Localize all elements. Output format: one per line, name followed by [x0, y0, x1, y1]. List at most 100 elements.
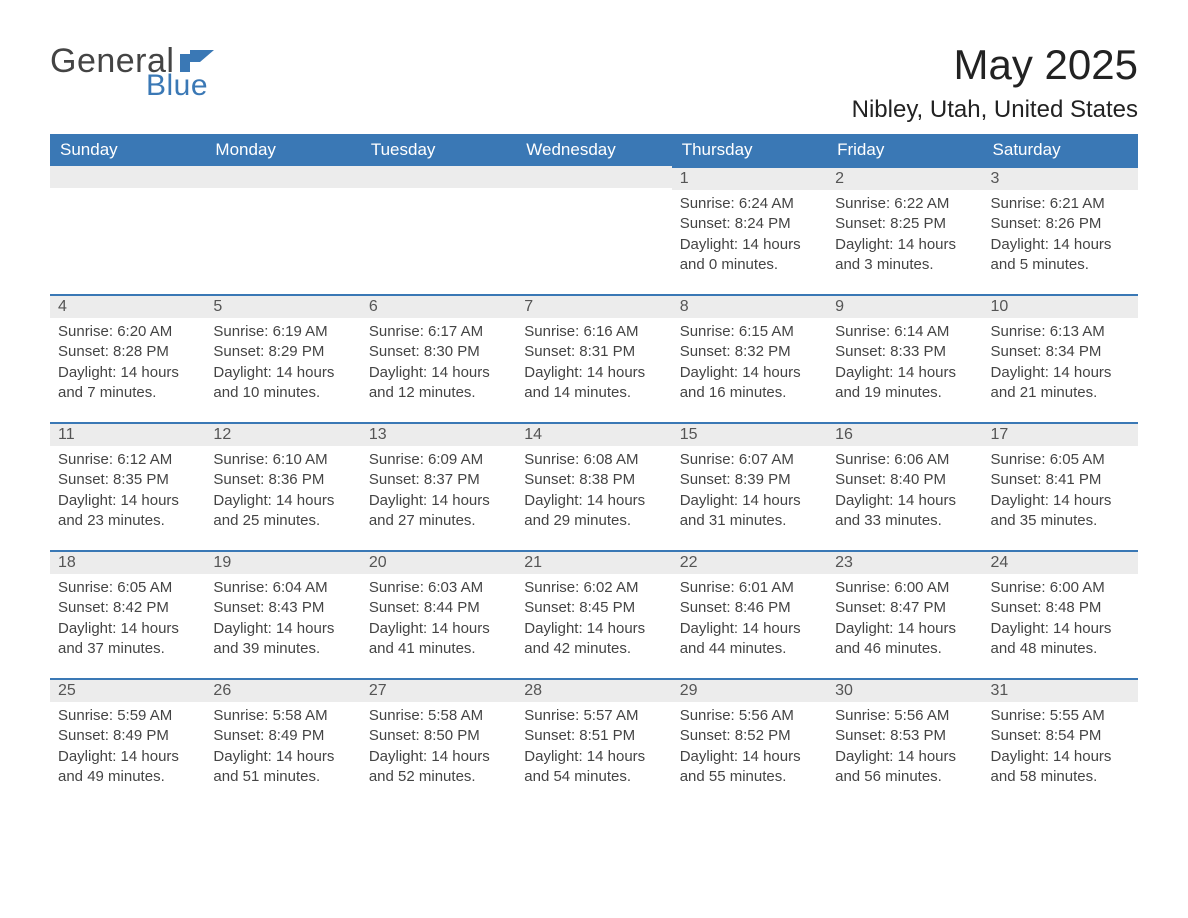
calendar-cell: 23Sunrise: 6:00 AMSunset: 8:47 PMDayligh… [827, 550, 982, 678]
sunset-line: Sunset: 8:31 PM [524, 342, 663, 362]
sunset-line: Sunset: 8:34 PM [991, 342, 1130, 362]
calendar-cell: 14Sunrise: 6:08 AMSunset: 8:38 PMDayligh… [516, 422, 671, 550]
day-details: Sunrise: 5:58 AMSunset: 8:50 PMDaylight:… [361, 702, 516, 793]
sunrise-line: Sunrise: 5:56 AM [835, 706, 974, 726]
sunrise-line: Sunrise: 6:12 AM [58, 450, 197, 470]
weekday-header: Tuesday [361, 134, 516, 166]
daylight-line: Daylight: 14 hours and 44 minutes. [680, 619, 819, 660]
day-number: 13 [361, 422, 516, 446]
sunrise-line: Sunrise: 6:17 AM [369, 322, 508, 342]
sunrise-line: Sunrise: 6:05 AM [58, 578, 197, 598]
calendar-body: 1Sunrise: 6:24 AMSunset: 8:24 PMDaylight… [50, 166, 1138, 806]
weekday-header: Thursday [672, 134, 827, 166]
calendar-week: 11Sunrise: 6:12 AMSunset: 8:35 PMDayligh… [50, 422, 1138, 550]
sunrise-line: Sunrise: 6:01 AM [680, 578, 819, 598]
calendar-cell: 16Sunrise: 6:06 AMSunset: 8:40 PMDayligh… [827, 422, 982, 550]
day-details: Sunrise: 6:04 AMSunset: 8:43 PMDaylight:… [205, 574, 360, 665]
day-details: Sunrise: 6:09 AMSunset: 8:37 PMDaylight:… [361, 446, 516, 537]
page: General Blue May 2025 Nibley, Utah, Unit… [0, 0, 1188, 846]
calendar-cell: 19Sunrise: 6:04 AMSunset: 8:43 PMDayligh… [205, 550, 360, 678]
day-number: 24 [983, 550, 1138, 574]
calendar-cell: 17Sunrise: 6:05 AMSunset: 8:41 PMDayligh… [983, 422, 1138, 550]
calendar-cell: 5Sunrise: 6:19 AMSunset: 8:29 PMDaylight… [205, 294, 360, 422]
calendar-cell: 30Sunrise: 5:56 AMSunset: 8:53 PMDayligh… [827, 678, 982, 806]
daylight-line: Daylight: 14 hours and 7 minutes. [58, 363, 197, 404]
daylight-line: Daylight: 14 hours and 41 minutes. [369, 619, 508, 660]
sunset-line: Sunset: 8:49 PM [58, 726, 197, 746]
sunrise-line: Sunrise: 6:00 AM [991, 578, 1130, 598]
daylight-line: Daylight: 14 hours and 14 minutes. [524, 363, 663, 404]
day-number: 26 [205, 678, 360, 702]
day-number: 28 [516, 678, 671, 702]
sunset-line: Sunset: 8:51 PM [524, 726, 663, 746]
calendar-cell: 28Sunrise: 5:57 AMSunset: 8:51 PMDayligh… [516, 678, 671, 806]
empty-day [50, 166, 205, 188]
header: General Blue May 2025 Nibley, Utah, Unit… [50, 42, 1138, 124]
calendar-cell: 31Sunrise: 5:55 AMSunset: 8:54 PMDayligh… [983, 678, 1138, 806]
weekday-header: Wednesday [516, 134, 671, 166]
day-number: 5 [205, 294, 360, 318]
page-subtitle: Nibley, Utah, United States [852, 96, 1138, 124]
sunrise-line: Sunrise: 6:07 AM [680, 450, 819, 470]
day-details: Sunrise: 6:02 AMSunset: 8:45 PMDaylight:… [516, 574, 671, 665]
calendar-cell: 13Sunrise: 6:09 AMSunset: 8:37 PMDayligh… [361, 422, 516, 550]
calendar-cell: 18Sunrise: 6:05 AMSunset: 8:42 PMDayligh… [50, 550, 205, 678]
day-details: Sunrise: 6:03 AMSunset: 8:44 PMDaylight:… [361, 574, 516, 665]
sunset-line: Sunset: 8:35 PM [58, 470, 197, 490]
daylight-line: Daylight: 14 hours and 51 minutes. [213, 747, 352, 788]
daylight-line: Daylight: 14 hours and 39 minutes. [213, 619, 352, 660]
calendar-cell: 15Sunrise: 6:07 AMSunset: 8:39 PMDayligh… [672, 422, 827, 550]
daylight-line: Daylight: 14 hours and 52 minutes. [369, 747, 508, 788]
calendar-cell: 24Sunrise: 6:00 AMSunset: 8:48 PMDayligh… [983, 550, 1138, 678]
weekday-header: Saturday [983, 134, 1138, 166]
calendar-cell [361, 166, 516, 294]
calendar-cell: 4Sunrise: 6:20 AMSunset: 8:28 PMDaylight… [50, 294, 205, 422]
daylight-line: Daylight: 14 hours and 35 minutes. [991, 491, 1130, 532]
sunrise-line: Sunrise: 5:55 AM [991, 706, 1130, 726]
day-details: Sunrise: 6:13 AMSunset: 8:34 PMDaylight:… [983, 318, 1138, 409]
calendar-head: SundayMondayTuesdayWednesdayThursdayFrid… [50, 134, 1138, 166]
logo: General Blue [50, 42, 214, 103]
daylight-line: Daylight: 14 hours and 27 minutes. [369, 491, 508, 532]
calendar-cell: 6Sunrise: 6:17 AMSunset: 8:30 PMDaylight… [361, 294, 516, 422]
day-number: 19 [205, 550, 360, 574]
sunset-line: Sunset: 8:52 PM [680, 726, 819, 746]
calendar-cell [50, 166, 205, 294]
sunset-line: Sunset: 8:44 PM [369, 598, 508, 618]
day-details: Sunrise: 5:55 AMSunset: 8:54 PMDaylight:… [983, 702, 1138, 793]
calendar-cell: 20Sunrise: 6:03 AMSunset: 8:44 PMDayligh… [361, 550, 516, 678]
sunrise-line: Sunrise: 6:02 AM [524, 578, 663, 598]
daylight-line: Daylight: 14 hours and 25 minutes. [213, 491, 352, 532]
daylight-line: Daylight: 14 hours and 58 minutes. [991, 747, 1130, 788]
calendar-cell: 25Sunrise: 5:59 AMSunset: 8:49 PMDayligh… [50, 678, 205, 806]
daylight-line: Daylight: 14 hours and 5 minutes. [991, 235, 1130, 276]
day-details: Sunrise: 5:58 AMSunset: 8:49 PMDaylight:… [205, 702, 360, 793]
day-details: Sunrise: 6:01 AMSunset: 8:46 PMDaylight:… [672, 574, 827, 665]
sunset-line: Sunset: 8:28 PM [58, 342, 197, 362]
page-title: May 2025 [852, 42, 1138, 88]
sunset-line: Sunset: 8:47 PM [835, 598, 974, 618]
day-number: 25 [50, 678, 205, 702]
daylight-line: Daylight: 14 hours and 46 minutes. [835, 619, 974, 660]
calendar-cell: 29Sunrise: 5:56 AMSunset: 8:52 PMDayligh… [672, 678, 827, 806]
sunrise-line: Sunrise: 5:58 AM [213, 706, 352, 726]
calendar-cell [516, 166, 671, 294]
day-number: 8 [672, 294, 827, 318]
sunrise-line: Sunrise: 6:15 AM [680, 322, 819, 342]
day-number: 29 [672, 678, 827, 702]
sunrise-line: Sunrise: 6:06 AM [835, 450, 974, 470]
sunset-line: Sunset: 8:24 PM [680, 214, 819, 234]
day-details: Sunrise: 6:07 AMSunset: 8:39 PMDaylight:… [672, 446, 827, 537]
day-details: Sunrise: 6:05 AMSunset: 8:42 PMDaylight:… [50, 574, 205, 665]
day-number: 6 [361, 294, 516, 318]
sunrise-line: Sunrise: 6:00 AM [835, 578, 974, 598]
calendar-week: 1Sunrise: 6:24 AMSunset: 8:24 PMDaylight… [50, 166, 1138, 294]
sunset-line: Sunset: 8:45 PM [524, 598, 663, 618]
weekday-header: Monday [205, 134, 360, 166]
sunset-line: Sunset: 8:26 PM [991, 214, 1130, 234]
sunrise-line: Sunrise: 5:59 AM [58, 706, 197, 726]
day-number: 30 [827, 678, 982, 702]
weekday-header: Sunday [50, 134, 205, 166]
sunrise-line: Sunrise: 6:10 AM [213, 450, 352, 470]
calendar-cell: 8Sunrise: 6:15 AMSunset: 8:32 PMDaylight… [672, 294, 827, 422]
